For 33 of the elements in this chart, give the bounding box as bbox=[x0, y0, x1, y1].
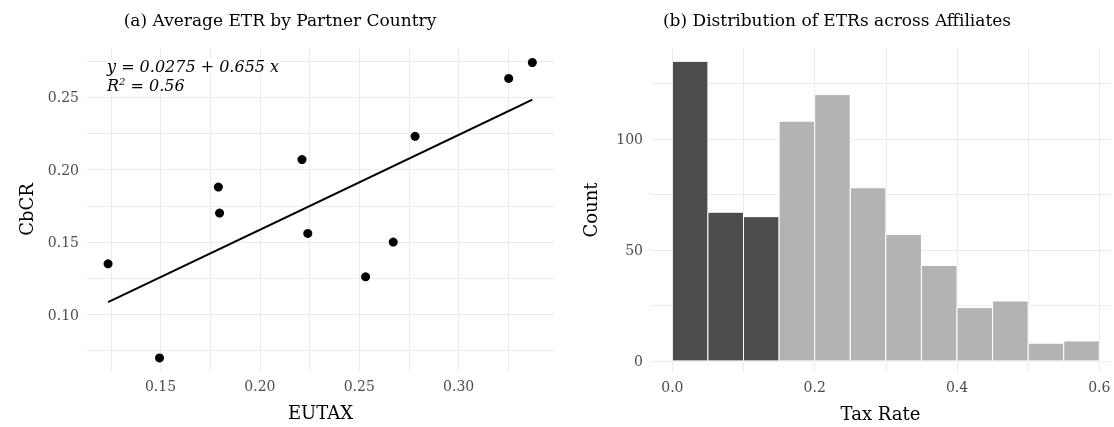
point bbox=[303, 228, 313, 238]
x-tick-label: 0.4 bbox=[945, 379, 969, 395]
y-axis-title: CbCR bbox=[15, 182, 37, 236]
point bbox=[297, 155, 307, 165]
point bbox=[361, 272, 371, 282]
x-tick-label: 0.30 bbox=[443, 378, 475, 394]
x-tick-label: 0.15 bbox=[144, 378, 177, 394]
point bbox=[215, 208, 225, 218]
annotation: y = 0.0275 + 0.655 x bbox=[106, 56, 280, 76]
point bbox=[410, 131, 420, 141]
chart-title: (b) Distribution of ETRs across Affiliates bbox=[662, 9, 1012, 30]
x-tick-label: 0.6 bbox=[1088, 379, 1111, 395]
y-tick-label: 0.15 bbox=[47, 234, 79, 251]
x-tick-label: 0.25 bbox=[343, 378, 375, 394]
chart-title: (a) Average ETR by Partner Country bbox=[123, 9, 437, 30]
x-tick-label: 0.20 bbox=[244, 378, 276, 394]
x-tick-label: 0.0 bbox=[661, 379, 684, 395]
y-tick-label: 50 bbox=[625, 241, 643, 258]
point bbox=[213, 182, 223, 192]
x-axis-title: EUTAX bbox=[287, 401, 354, 423]
point bbox=[527, 57, 537, 67]
x-tick-label: 0.2 bbox=[803, 379, 826, 395]
point bbox=[388, 237, 398, 247]
point bbox=[504, 73, 514, 83]
y-tick-label: 100 bbox=[616, 130, 643, 147]
y-tick-label: 0 bbox=[634, 352, 643, 369]
y-axis-title: Count bbox=[579, 181, 601, 238]
point bbox=[155, 353, 165, 363]
point bbox=[103, 259, 113, 269]
y-tick-label: 0.10 bbox=[47, 306, 79, 323]
y-tick-label: 0.25 bbox=[47, 89, 79, 106]
y-tick-label: 0.20 bbox=[47, 161, 79, 178]
x-axis-title: Tax Rate bbox=[840, 402, 921, 424]
